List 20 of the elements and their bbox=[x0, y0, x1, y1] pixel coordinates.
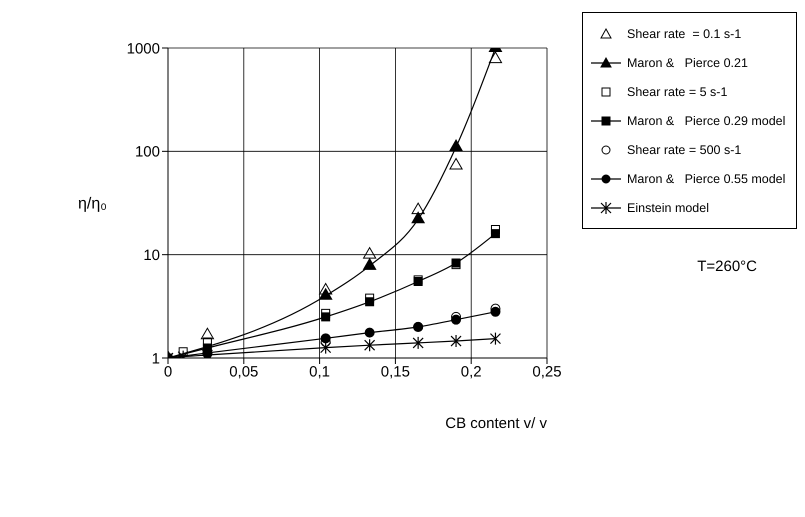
x-tick-label: 0,2 bbox=[460, 364, 482, 381]
legend-label: Shear rate = 500 s-1 bbox=[627, 142, 742, 156]
x-tick-label: 0,25 bbox=[532, 364, 562, 381]
legend-label: Einstein model bbox=[627, 200, 709, 214]
y-tick-label: 1 bbox=[152, 350, 160, 368]
y-tick-label: 100 bbox=[134, 144, 160, 161]
x-tick-label: 0,1 bbox=[309, 364, 330, 381]
y-axis-title: η/η₀ bbox=[78, 196, 107, 213]
y-tick-label: 1000 bbox=[126, 40, 160, 58]
legend-label: Shear rate = 5 s-1 bbox=[627, 84, 728, 98]
legend-label: Maron & Pierce 0.21 bbox=[627, 56, 748, 70]
text: T=260°C bbox=[697, 258, 757, 275]
legend-label: Maron & Pierce 0.55 model bbox=[627, 172, 786, 186]
legend-label: Maron & Pierce 0.29 model bbox=[627, 114, 786, 128]
x-tick-label: 0 bbox=[164, 364, 172, 381]
x-axis-title: CB content v/ v bbox=[445, 415, 548, 432]
y-tick-label: 10 bbox=[143, 246, 160, 264]
x-tick-label: 0,15 bbox=[380, 364, 410, 381]
x-tick-label: 0,05 bbox=[229, 364, 258, 381]
legend-label: Shear rate = 0.1 s-1 bbox=[627, 26, 742, 40]
